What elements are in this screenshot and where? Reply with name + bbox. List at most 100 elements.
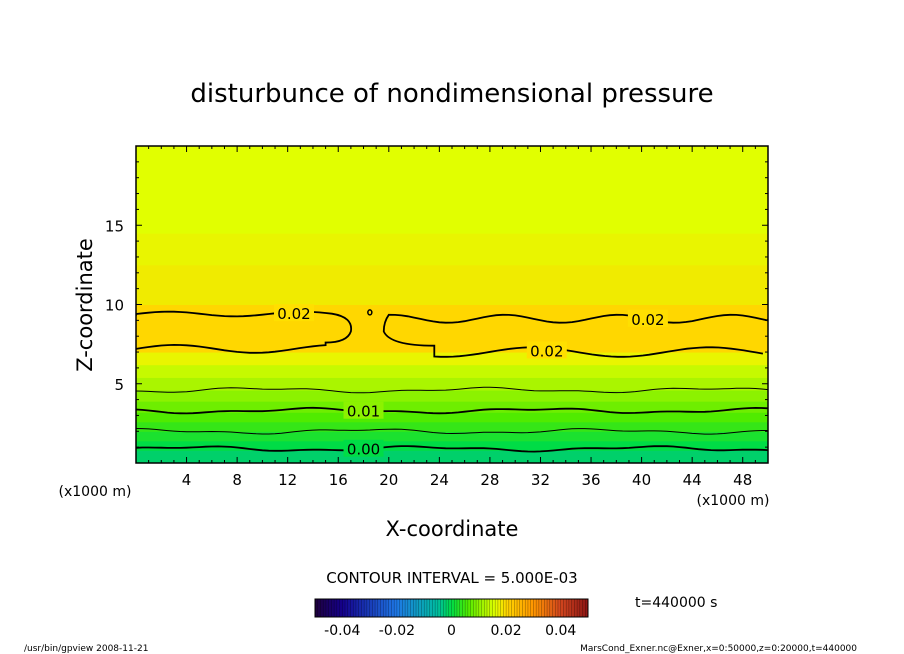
colorbar-tick-label: 0.04 [545, 623, 576, 639]
colorbar-cell [380, 599, 384, 617]
colorbar-cell [325, 599, 330, 617]
colorbar-cell [435, 599, 439, 617]
y-axis-ticks: 5 10 15 [105, 145, 768, 464]
colorbar-cell [560, 599, 564, 617]
colorbar-cell [416, 599, 420, 617]
colorbar-cell [402, 599, 406, 617]
colorbar-tick-label: -0.04 [324, 623, 360, 639]
colorbar-cell [372, 599, 376, 617]
colorbar-cell [547, 599, 551, 617]
field-band [136, 401, 768, 413]
colorbar-cell [429, 599, 433, 617]
x-tick-label: 12 [278, 471, 297, 489]
colorbar-cell [388, 599, 392, 617]
colorbar-cell [574, 599, 578, 617]
x-tick-label: 44 [683, 471, 702, 489]
contour-line [367, 309, 373, 316]
colorbar-cell [336, 599, 340, 617]
colorbar-cell [369, 599, 373, 617]
colorbar-cell [579, 599, 583, 617]
colorbar-cell [385, 599, 390, 617]
field-band [136, 450, 768, 463]
colorbar-cell [538, 599, 542, 617]
contour-interval: CONTOUR INTERVAL = 5.000E-03 [326, 569, 577, 587]
colorbar-cell [530, 599, 534, 617]
footer-right: MarsCond_Exner.nc@Exner,x=0:50000,z=0:20… [580, 644, 857, 654]
contour-label-bg [627, 309, 668, 327]
contour-label: 0.00 [347, 441, 380, 459]
colorbar-cell [563, 599, 567, 617]
colorbar-cell [582, 599, 586, 617]
colorbar-cell [396, 599, 401, 617]
colorbar-cell [413, 599, 417, 617]
x-tick-label: 24 [430, 471, 449, 489]
y-axis-label: Z-coordinate [73, 238, 97, 372]
colorbar-cell [456, 599, 461, 617]
y-tick-label: 15 [105, 217, 124, 235]
field-band [136, 412, 768, 423]
colorbar-cell [522, 599, 526, 617]
contour-label-bg [343, 439, 384, 457]
colorbar-cell [577, 599, 581, 617]
colorbar-cell [361, 599, 365, 617]
contour-label-bg [343, 401, 384, 419]
x-tick-label: 32 [531, 471, 550, 489]
contour-line [136, 310, 353, 354]
contour-line [136, 445, 768, 453]
colorbar-cell [350, 599, 354, 617]
colorbar-cell [489, 599, 493, 617]
contour-labels: 0.00 0.01 0.02 0.02 0.02 [274, 304, 668, 459]
field-band [136, 390, 768, 402]
colorbar-frame [314, 598, 589, 618]
colorbar-cell [317, 599, 321, 617]
colorbar-cell [585, 599, 589, 617]
colorbar-cell [506, 599, 510, 617]
contour-label-bg [526, 341, 567, 359]
field-bands [136, 146, 768, 463]
colorbar-cell [470, 599, 474, 617]
colorbar-cell [407, 599, 411, 617]
colorbar-cell [377, 599, 381, 617]
colorbar-cell [467, 599, 472, 617]
colorbar-cell [476, 599, 480, 617]
colorbar-cell [500, 599, 504, 617]
colorbar-cell [566, 599, 570, 617]
colorbar-cell [497, 599, 502, 617]
colorbar-cell [552, 599, 556, 617]
colorbar-tick-label: 0.02 [491, 623, 522, 639]
colorbar-cell [320, 599, 324, 617]
colorbar-cell [328, 599, 332, 617]
colorbar-cell [511, 599, 515, 617]
colorbar-cell [405, 599, 409, 617]
colorbar-cell [448, 599, 452, 617]
field-band [136, 304, 768, 353]
colorbar-cell [492, 599, 496, 617]
colorbar-cell [353, 599, 357, 617]
colorbar-cell [315, 599, 319, 617]
x-tick-label: 48 [733, 471, 752, 489]
colorbar-cell [517, 599, 521, 617]
colorbar-cell [410, 599, 414, 617]
contour-line [136, 406, 768, 415]
contour-line [136, 428, 768, 435]
colorbar-cell [418, 599, 422, 617]
field-band [136, 264, 768, 305]
colorbar-cell [527, 599, 532, 617]
field-band [136, 364, 768, 378]
colorbar-cell [544, 599, 548, 617]
colorbar-cell [508, 599, 512, 617]
contour-label: 0.02 [277, 305, 310, 323]
colorbar-cell [495, 599, 499, 617]
field-band [136, 377, 768, 391]
contour-line [136, 386, 768, 394]
colorbar-cell [568, 599, 573, 617]
colorbar-cell [478, 599, 482, 617]
colorbar-cell [519, 599, 523, 617]
colorbar-cell [339, 599, 343, 617]
colorbar-cell [331, 599, 335, 617]
field-band [136, 146, 768, 234]
y-tick-label: 10 [105, 297, 124, 315]
field-band [136, 431, 768, 442]
colorbar-cell [533, 599, 537, 617]
